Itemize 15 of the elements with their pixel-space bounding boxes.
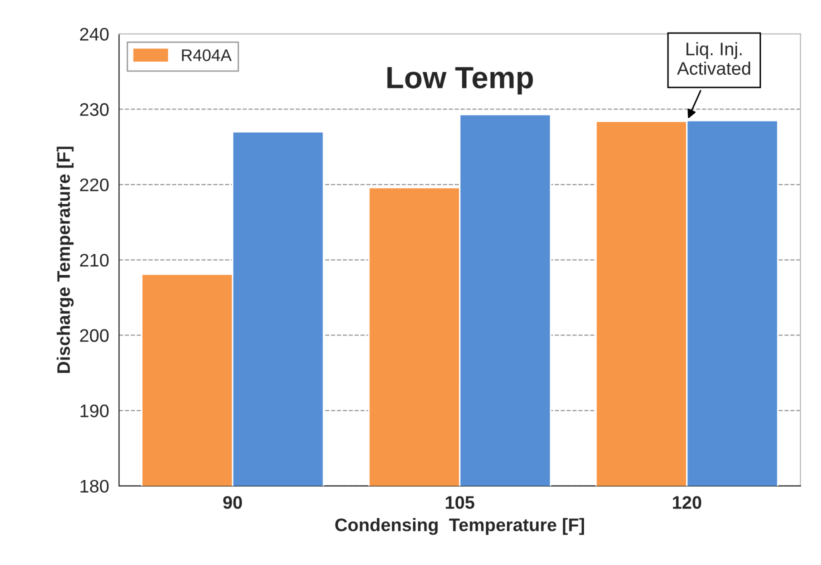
x-axis-title: Condensing Temperature [F] xyxy=(335,518,584,535)
y-tick-label: 180 xyxy=(80,480,109,493)
y-tick-label: 190 xyxy=(80,404,109,418)
y-tick-label: 200 xyxy=(80,329,109,342)
text: Low Temp xyxy=(387,67,533,94)
x-tick-label: 120 xyxy=(672,496,702,509)
annotation: Liq. Inj. Activated xyxy=(677,42,750,75)
y-axis-title: Discharge Temperature [F] xyxy=(56,146,74,373)
x-tick-label: 105 xyxy=(446,496,474,509)
y-tick-label: 240 xyxy=(80,28,109,41)
y-tick-label: 230 xyxy=(80,103,109,116)
y-tick-label: 220 xyxy=(80,178,109,192)
y-tick-label: 210 xyxy=(80,254,109,267)
x-tick-label: 90 xyxy=(223,496,242,509)
legend-label: R404A xyxy=(182,49,232,62)
